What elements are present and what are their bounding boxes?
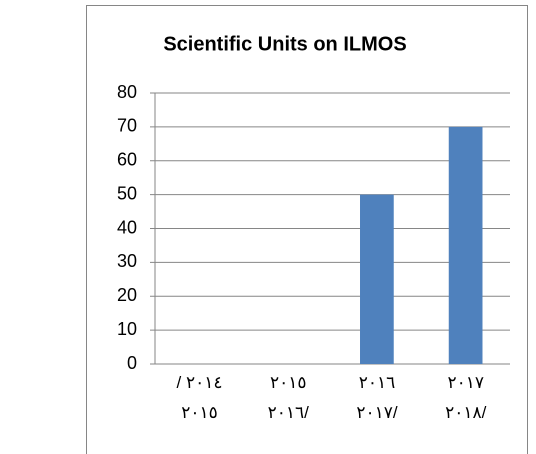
bar <box>448 126 483 364</box>
x-tick-label: / ٢٠١٤ ٢٠١٥ <box>176 373 223 422</box>
x-tick-label: ٢٠١٥ ٢٠١٦/ <box>267 373 309 422</box>
y-tick-label: 20 <box>117 285 137 305</box>
y-tick-label: 80 <box>117 82 137 102</box>
x-tick-label: ٢٠١٦ ٢٠١٧/ <box>356 373 398 422</box>
y-tick-label: 30 <box>117 251 137 271</box>
y-tick-label: 60 <box>117 150 137 170</box>
x-tick-label: ٢٠١٧ ٢٠١٨/ <box>445 373 487 422</box>
y-tick-label: 40 <box>117 217 137 237</box>
y-tick-label: 0 <box>127 353 137 373</box>
y-tick-label: 10 <box>117 319 137 339</box>
y-tick-label: 50 <box>117 183 137 203</box>
chart-title: Scientific Units on ILMOS <box>163 33 406 55</box>
y-tick-label: 70 <box>117 116 137 136</box>
bar <box>360 194 394 364</box>
